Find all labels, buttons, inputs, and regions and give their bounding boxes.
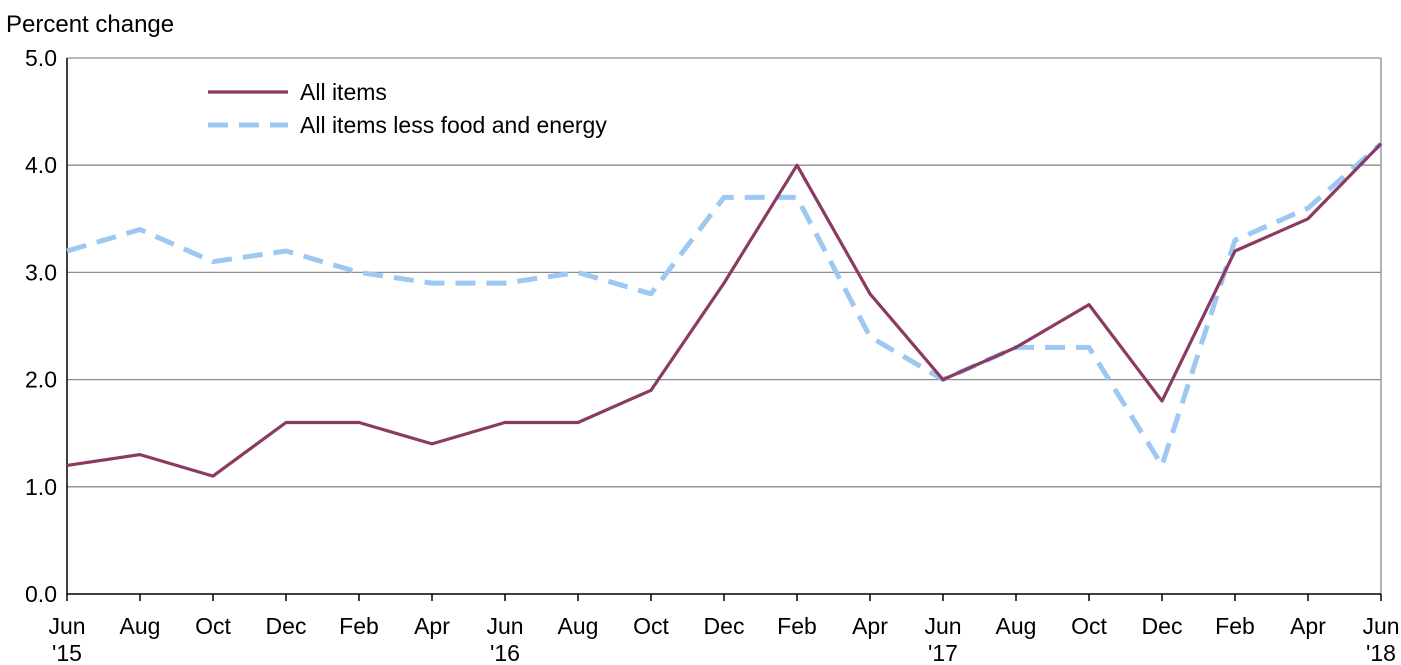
legend-label: All items less food and energy — [300, 112, 607, 138]
series-line-all-items — [66, 142, 1383, 478]
x-tick-label: Feb — [777, 613, 817, 639]
x-tick-label: Apr — [414, 613, 450, 639]
x-tick-label: Feb — [1215, 613, 1255, 639]
legend: All items All items less food and energy — [208, 79, 607, 138]
x-tick-label: Oct — [1071, 613, 1107, 639]
x-tick-year-label: '17 — [928, 640, 958, 665]
x-tick-label: Jun — [486, 613, 523, 639]
x-tick-label: Aug — [558, 613, 599, 639]
axes — [66, 58, 1382, 601]
x-tick-year-label: '16 — [490, 640, 520, 665]
x-tick-label: Oct — [633, 613, 669, 639]
y-tick-label: 3.0 — [25, 259, 57, 285]
x-tick-label: Aug — [120, 613, 161, 639]
series-lines — [66, 141, 1383, 478]
y-tick-label: 4.0 — [25, 152, 57, 178]
x-tick-label: Jun — [48, 613, 85, 639]
y-axis-label: Percent change — [6, 11, 174, 38]
gridlines — [67, 57, 1381, 488]
x-tick-label: Apr — [852, 613, 888, 639]
y-tick-label: 2.0 — [25, 367, 57, 393]
x-tick-label: Feb — [339, 613, 379, 639]
x-tick-label: Jun — [924, 613, 961, 639]
x-tick-label: Aug — [996, 613, 1037, 639]
x-tick-year-label: '15 — [52, 640, 82, 665]
y-tick-label: 5.0 — [25, 45, 57, 71]
x-tick-label: Jun — [1362, 613, 1399, 639]
x-tick-label: Dec — [1142, 613, 1183, 639]
y-tick-labels: 0.0 1.0 2.0 3.0 4.0 5.0 — [25, 45, 57, 607]
y-tick-label: 0.0 — [25, 581, 57, 607]
x-tick-label: Dec — [266, 613, 307, 639]
series-line-all-items-less-food-and-energy — [66, 141, 1383, 468]
x-tick-label: Apr — [1290, 613, 1326, 639]
legend-label: All items — [300, 79, 387, 105]
x-tick-label: Dec — [704, 613, 745, 639]
x-tick-label: Oct — [195, 613, 231, 639]
x-tick-year-label: '18 — [1366, 640, 1396, 665]
y-tick-label: 1.0 — [25, 474, 57, 500]
